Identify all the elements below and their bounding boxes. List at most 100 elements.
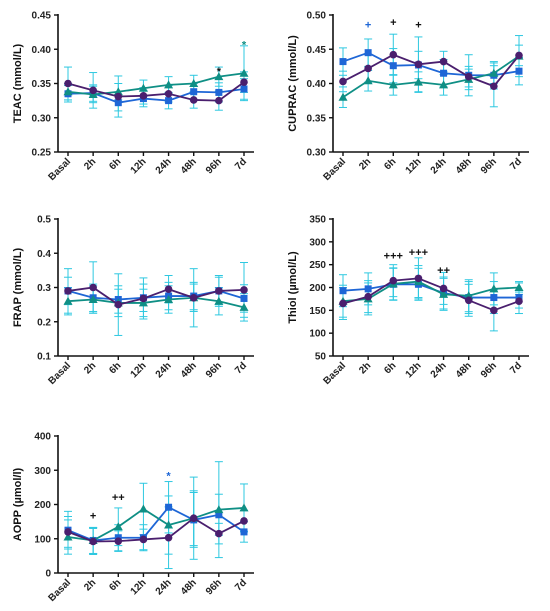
- y-tick-label: 0.40: [32, 45, 52, 56]
- x-tick-label: 48h: [179, 156, 199, 176]
- significance-marker: +: [415, 20, 421, 32]
- y-axis-label: TEAC (mmol/L): [12, 43, 24, 123]
- series-line-3: [67, 286, 245, 306]
- y-tick-label: 0.50: [307, 11, 327, 22]
- x-tick-label: 96h: [479, 360, 499, 380]
- x-tick-label: 24h: [429, 360, 449, 380]
- data-point: [215, 287, 223, 295]
- x-tick-label: 48h: [454, 360, 474, 380]
- y-tick-label: 0.30: [32, 113, 52, 124]
- data-point: [363, 76, 373, 85]
- y-tick-label: 0.45: [32, 11, 52, 22]
- y-tick-label: 300: [34, 466, 51, 477]
- y-axis-label: Thiol (µmol/L): [287, 251, 299, 324]
- data-point: [63, 87, 73, 96]
- data-point: [189, 79, 199, 87]
- x-tick-label: 12h: [404, 360, 424, 380]
- y-tick-label: 0.2: [37, 317, 51, 328]
- data-point: [439, 57, 448, 66]
- data-point: [414, 274, 423, 283]
- series-line-3: [342, 53, 520, 88]
- data-point: [439, 80, 449, 89]
- data-point: [113, 522, 123, 531]
- y-tick-label: 0.35: [32, 79, 52, 90]
- y-tick-label: 0.30: [307, 148, 327, 159]
- x-tick-label: 12h: [129, 156, 149, 176]
- data-point: [89, 283, 97, 292]
- data-point: [138, 504, 148, 513]
- series-line-3: [67, 81, 245, 102]
- data-point: [114, 99, 122, 107]
- data-point: [489, 68, 499, 77]
- data-point: [189, 293, 198, 302]
- data-point: [89, 537, 97, 546]
- data-point: [164, 89, 173, 98]
- data-point: [215, 96, 223, 105]
- data-point: [64, 287, 72, 295]
- y-axis-label: CUPRAC (mmol/L): [287, 35, 299, 132]
- y-tick-label: 150: [309, 306, 326, 317]
- y-tick-label: 0.1: [37, 352, 51, 363]
- significance-marker: +: [90, 510, 96, 522]
- data-point: [189, 514, 198, 522]
- x-tick-label: 7d: [233, 360, 249, 376]
- data-point: [489, 284, 499, 293]
- data-point: [364, 64, 372, 73]
- data-point: [114, 300, 123, 309]
- data-point: [389, 50, 398, 59]
- data-point: [164, 533, 173, 542]
- data-point: [515, 51, 523, 60]
- data-point: [139, 92, 148, 100]
- data-point: [189, 96, 198, 104]
- data-point: [139, 294, 148, 303]
- significance-marker: *: [242, 39, 247, 51]
- x-tick-label: 12h: [129, 577, 149, 597]
- data-point: [190, 88, 198, 96]
- data-point: [164, 520, 174, 529]
- data-point: [64, 79, 72, 88]
- x-tick-label: 6h: [382, 156, 398, 172]
- data-point: [440, 69, 448, 77]
- x-tick-label: 2h: [357, 360, 373, 376]
- x-tick-label: 2h: [82, 360, 98, 376]
- data-point: [338, 92, 348, 101]
- data-point: [114, 537, 123, 545]
- y-tick-label: 0.40: [307, 79, 327, 90]
- x-tick-label: Basal: [46, 577, 73, 604]
- data-point: [364, 49, 372, 57]
- x-tick-label: 7d: [508, 360, 524, 376]
- significance-marker: *: [166, 470, 171, 482]
- data-point: [413, 77, 423, 86]
- x-tick-label: 48h: [179, 577, 199, 597]
- y-tick-label: 400: [34, 432, 51, 443]
- series-line-2: [342, 55, 520, 98]
- x-tick-label: 2h: [82, 156, 98, 172]
- significance-marker: +: [365, 20, 371, 32]
- series-line-2: [67, 72, 245, 96]
- significance-marker: *: [217, 66, 222, 78]
- series-line-3: [67, 517, 245, 543]
- y-tick-label: 0.4: [37, 249, 51, 260]
- data-point: [215, 511, 223, 519]
- y-tick-label: 0.5: [37, 215, 51, 226]
- data-point: [364, 285, 372, 293]
- data-point: [164, 285, 173, 294]
- y-tick-label: 350: [309, 215, 326, 226]
- series-line-1: [342, 51, 520, 77]
- data-point: [215, 529, 223, 538]
- x-tick-label: 24h: [154, 577, 174, 597]
- significance-marker: +++: [384, 251, 403, 263]
- data-point: [89, 86, 97, 95]
- data-point: [138, 298, 148, 307]
- data-point: [214, 505, 224, 514]
- y-tick-label: 0.45: [307, 45, 327, 56]
- x-tick-label: 48h: [179, 360, 199, 380]
- data-point: [240, 528, 248, 536]
- x-tick-label: Basal: [321, 360, 348, 387]
- data-point: [388, 80, 398, 89]
- data-point: [490, 294, 498, 302]
- panel-2: 0.30 0.35 0.40 0.45 0.50 Basal 2h 6h 12h 24h 48h 96…: [287, 11, 529, 183]
- panel-1: 0.25 0.30 0.35 0.40 0.45 Basal 2h 6h 12h 24h 48h 96…: [12, 11, 254, 183]
- data-point: [364, 292, 372, 301]
- data-point: [414, 60, 423, 69]
